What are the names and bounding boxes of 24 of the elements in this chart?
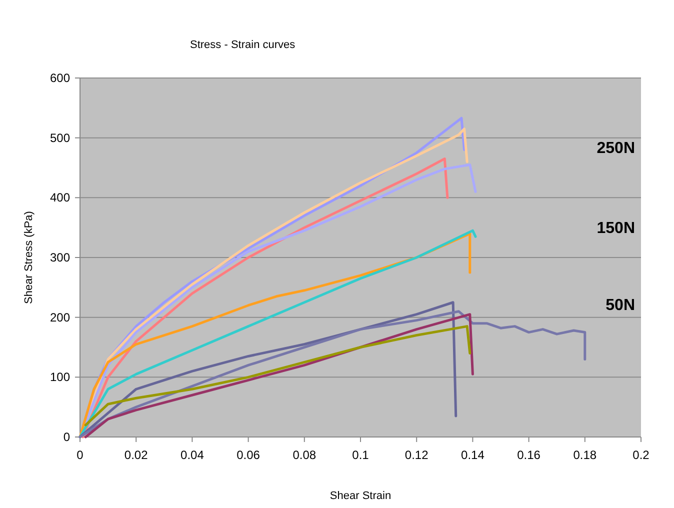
chart-title: Stress - Strain curves: [190, 39, 296, 51]
y-tick-label: 200: [50, 310, 70, 324]
x-tick-label: 0.04: [180, 448, 204, 462]
x-tick-label: 0.2: [632, 448, 650, 462]
x-tick-label: 0.02: [124, 448, 148, 462]
x-tick-label: 0.14: [461, 448, 485, 462]
y-tick-label: 400: [50, 190, 70, 205]
y-tick-label: 100: [50, 370, 70, 384]
x-tick-label: 0: [76, 448, 84, 462]
x-tick-label: 0.18: [573, 448, 597, 462]
y-tick-label: 300: [50, 250, 70, 264]
x-tick-label: 0.16: [517, 448, 541, 462]
annotation: 50N: [606, 297, 635, 314]
y-tick-label: 500: [50, 130, 70, 145]
y-tick-label: 600: [50, 71, 70, 85]
x-tick-label: 0.06: [236, 448, 260, 462]
x-tick-label: 0.1: [352, 448, 370, 462]
y-tick-label: 0: [63, 430, 70, 444]
x-tick-label: 0.12: [404, 448, 429, 462]
x-axis-title: Shear Strain: [330, 490, 392, 502]
y-axis-title: Shear Stress (kPa): [23, 211, 35, 304]
annotation: 250N: [596, 140, 635, 157]
annotation: 150N: [596, 220, 635, 237]
x-tick-label: 0.08: [292, 448, 316, 462]
